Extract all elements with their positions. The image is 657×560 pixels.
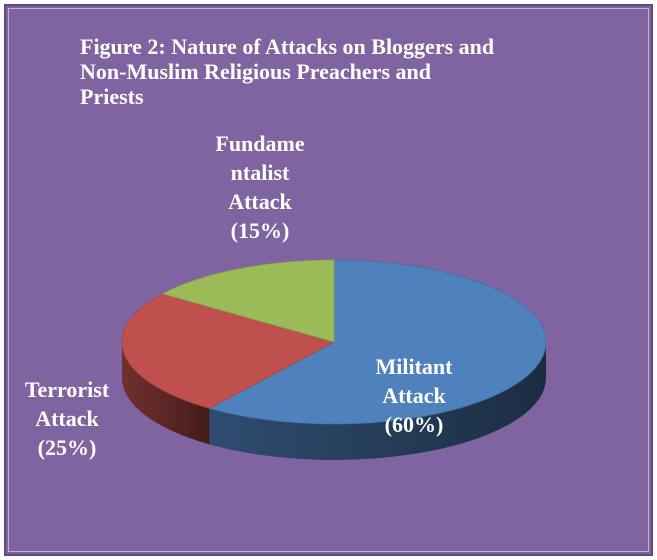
slice-label-militant: Militant Attack (60%) [344,352,484,439]
chart-frame: Figure 2: Nature of Attacks on Bloggers … [4,4,653,556]
slice-label-terrorist-line-3: (25%) [37,435,97,460]
chart-title: Figure 2: Nature of Attacks on Bloggers … [80,34,592,109]
chart-title-line-3: Priests [80,84,144,109]
pie-slice-terrorist [121,293,336,409]
pie-tops [121,259,547,425]
slice-label-terrorist-line-2: Attack [35,406,99,431]
slice-label-militant-line-1: Militant [375,354,453,379]
slice-label-militant-line-2: Attack [382,383,446,408]
pie-slice-side-shade-militant [209,342,546,460]
chart-title-line-1: Figure 2: Nature of Attacks on Bloggers … [80,34,495,59]
slice-label-terrorist-line-1: Terrorist [24,377,110,402]
slice-label-fundamentalist: Fundame ntalist Attack (15%) [200,129,320,245]
pie-sides [122,342,546,460]
pie-slice-militant [208,259,547,425]
slice-label-fundamentalist-line-4: (15%) [230,218,290,243]
pie-slice-side-shade-terrorist [122,342,210,445]
slice-label-fundamentalist-line-1: Fundame [215,131,305,156]
slice-label-fundamentalist-line-3: Attack [228,189,292,214]
slice-label-terrorist: Terrorist Attack (25%) [12,375,122,462]
pie-slice-fundamentalist [161,259,335,343]
chart-title-line-2: Non-Muslim Religious Preachers and [80,59,431,84]
slice-label-militant-line-3: (60%) [384,412,444,437]
slice-label-fundamentalist-line-2: ntalist [230,160,290,185]
